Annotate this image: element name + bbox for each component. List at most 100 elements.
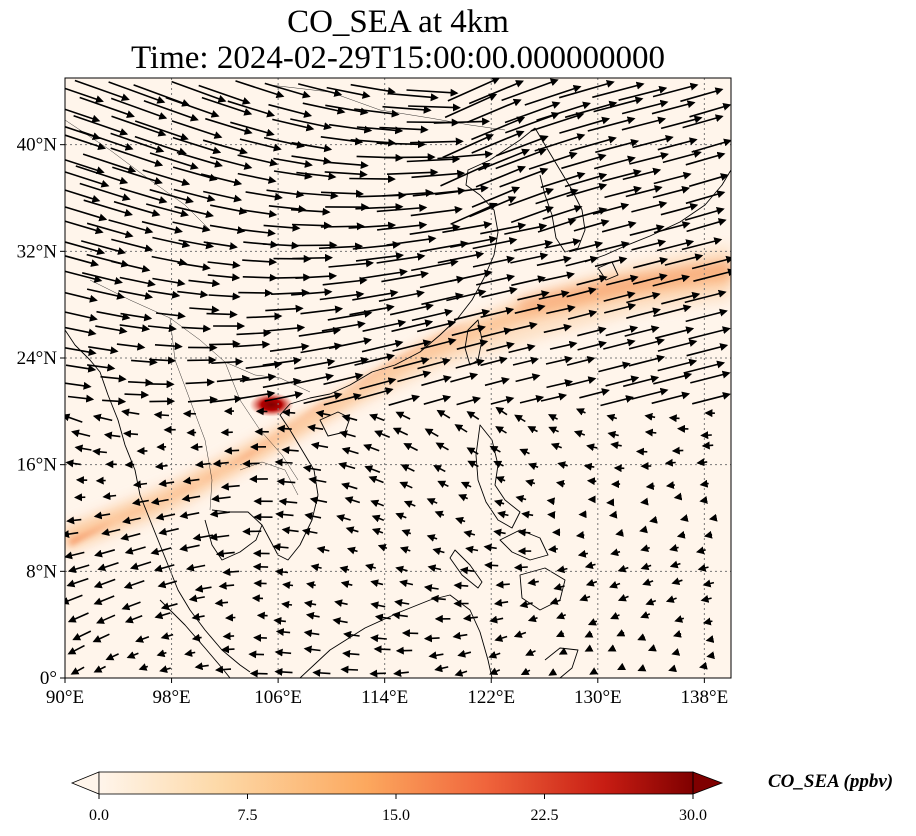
wind-arrow bbox=[468, 80, 524, 105]
wind-arrow bbox=[67, 394, 95, 403]
wind-arrow bbox=[471, 116, 526, 141]
wind-arrow bbox=[564, 172, 608, 188]
wind-arrow bbox=[172, 221, 211, 233]
wind-arrow bbox=[668, 414, 680, 423]
wind-arrow bbox=[65, 413, 83, 423]
wind-arrow bbox=[381, 270, 429, 283]
wind-arrow bbox=[546, 379, 574, 389]
wind-arrow bbox=[194, 662, 209, 671]
wind-arrow bbox=[320, 136, 364, 146]
wind-arrow bbox=[519, 448, 530, 456]
wind-arrow bbox=[97, 561, 119, 571]
wind-arrow bbox=[154, 342, 183, 351]
wind-arrow bbox=[586, 443, 598, 452]
wind-arrow bbox=[669, 560, 681, 569]
wind-arrow bbox=[421, 375, 452, 387]
wind-arrow bbox=[652, 274, 691, 287]
wind-arrow bbox=[430, 594, 446, 603]
wind-arrow bbox=[65, 134, 107, 151]
wind-arrow bbox=[102, 492, 117, 501]
wind-arrow bbox=[488, 651, 501, 659]
wind-arrow bbox=[676, 530, 686, 539]
wind-arrow bbox=[152, 236, 191, 249]
colorbar-tick-label: 22.5 bbox=[531, 807, 559, 824]
wind-arrow bbox=[209, 395, 243, 404]
wind-arrow bbox=[365, 563, 377, 572]
wind-arrow bbox=[74, 444, 92, 453]
wind-arrow bbox=[378, 289, 425, 302]
wind-arrow bbox=[549, 597, 561, 605]
wind-arrow bbox=[392, 339, 432, 352]
wind-arrow bbox=[699, 496, 708, 504]
wind-arrow bbox=[608, 510, 618, 519]
wind-arrow bbox=[123, 580, 145, 590]
wind-arrow bbox=[540, 171, 586, 189]
wind-arrow bbox=[341, 482, 358, 490]
wind-arrow bbox=[527, 578, 539, 586]
wind-arrow bbox=[490, 396, 515, 405]
wind-arrow bbox=[512, 356, 539, 366]
wind-arrow bbox=[685, 308, 728, 323]
wind-arrow bbox=[266, 324, 306, 332]
wind-arrow bbox=[262, 241, 300, 250]
wind-arrow bbox=[242, 459, 260, 468]
wind-arrow bbox=[607, 644, 617, 652]
wind-arrow bbox=[642, 578, 654, 586]
wind-arrow bbox=[303, 629, 320, 638]
wind-arrow bbox=[640, 611, 651, 619]
wind-arrow bbox=[278, 497, 298, 506]
wind-arrow bbox=[536, 255, 572, 267]
wind-arrow bbox=[65, 381, 92, 390]
wind-arrow bbox=[406, 88, 459, 97]
wind-arrow bbox=[510, 205, 554, 224]
wind-arrow bbox=[433, 117, 491, 126]
wind-arrow bbox=[237, 172, 277, 184]
wind-arrow bbox=[665, 595, 677, 603]
wind-arrow bbox=[238, 390, 276, 400]
colorbar-label: CO_SEA (ppbv) bbox=[768, 771, 894, 792]
wind-arrow bbox=[86, 222, 134, 239]
wind-arrow bbox=[555, 629, 565, 638]
wind-arrow bbox=[433, 465, 446, 473]
wind-arrow bbox=[499, 167, 549, 188]
wind-arrow bbox=[592, 81, 645, 99]
coast-sumatra bbox=[159, 599, 231, 678]
lat-tick-label: 40°N bbox=[17, 135, 58, 156]
wind-arrow bbox=[577, 326, 607, 337]
wind-arrow bbox=[624, 325, 660, 337]
wind-arrow bbox=[455, 358, 485, 369]
wind-arrow bbox=[294, 358, 336, 370]
wind-arrow bbox=[159, 665, 171, 673]
wind-arrow bbox=[269, 342, 310, 352]
wind-arrow bbox=[706, 651, 715, 660]
wind-arrow bbox=[336, 514, 351, 522]
wind-arrow bbox=[322, 276, 368, 286]
wind-arrow bbox=[672, 630, 682, 638]
wind-arrow bbox=[455, 516, 466, 525]
wind-arrow bbox=[357, 387, 394, 400]
wind-arrow bbox=[165, 96, 220, 118]
wind-arrow bbox=[92, 413, 113, 422]
wind-arrow bbox=[644, 412, 656, 421]
wind-arrow bbox=[419, 240, 469, 253]
wind-arrow bbox=[65, 220, 104, 235]
wind-arrow bbox=[645, 482, 655, 491]
wind-arrow bbox=[592, 202, 630, 215]
wind-arrow bbox=[435, 184, 489, 196]
wind-arrow bbox=[240, 209, 278, 218]
wind-arrow bbox=[480, 222, 527, 235]
wind-arrow bbox=[134, 120, 189, 141]
wind-arrow bbox=[151, 255, 188, 267]
wind-arrow bbox=[497, 510, 509, 519]
wind-arrow bbox=[82, 272, 123, 285]
wind-arrow bbox=[565, 255, 599, 267]
wind-arrow bbox=[245, 360, 283, 369]
wind-arrow bbox=[323, 392, 362, 406]
wind-arrow bbox=[67, 612, 89, 623]
wind-arrow bbox=[640, 544, 650, 553]
wind-arrow bbox=[708, 513, 718, 522]
wind-arrow bbox=[189, 305, 220, 314]
wind-arrow bbox=[320, 222, 365, 231]
wind-arrow bbox=[92, 447, 107, 456]
wind-arrow bbox=[305, 611, 320, 620]
